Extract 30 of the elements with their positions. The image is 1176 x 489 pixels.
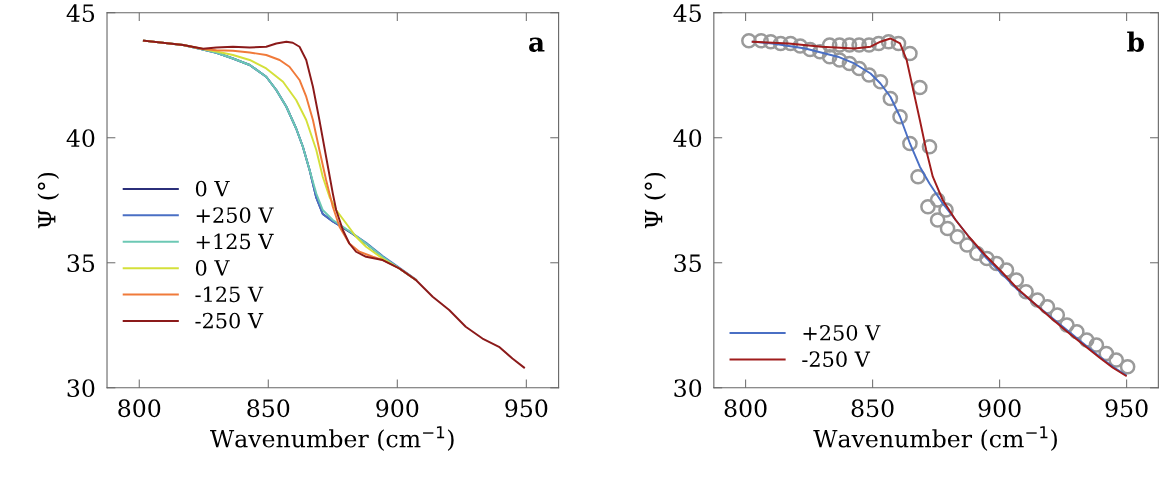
x-tick-label: 850	[247, 399, 290, 418]
x-tick-label: 800	[724, 399, 767, 418]
x-axis-title: Wavenumber (cm$^{−1}$)	[210, 426, 454, 451]
y-tick-label: 30	[674, 379, 702, 398]
y-axis-title: Ψ (°)	[644, 172, 666, 229]
legend-label: -250 V	[195, 312, 264, 329]
legend-label: -250 V	[802, 351, 871, 368]
y-tick-label: 40	[673, 129, 702, 148]
annotation: b	[1127, 31, 1144, 52]
x-tick-label: 850	[851, 399, 894, 418]
y-axis-title: Ψ (°)	[37, 172, 60, 229]
y-tick-label: 30	[67, 379, 95, 398]
y-tick-label: 40	[66, 129, 95, 148]
x-tick-label: 900	[978, 399, 1021, 418]
legend-label: +250 V	[196, 207, 274, 223]
x-tick-label: 800	[118, 399, 161, 418]
legend-label: -125 V	[195, 286, 264, 303]
legend-label: 0 V	[195, 260, 230, 276]
x-axis-title: Wavenumber (cm$^{−1}$)	[813, 426, 1057, 451]
y-tick-label: 35	[67, 254, 95, 273]
y-tick-label: 45	[673, 4, 701, 23]
annotation: a	[529, 37, 545, 52]
y-tick-label: 35	[674, 254, 701, 273]
x-tick-label: 950	[1105, 399, 1148, 418]
legend-label: +125 V	[196, 233, 274, 250]
legend-label: +250 V	[803, 324, 881, 341]
x-tick-label: 950	[505, 399, 548, 418]
x-tick-label: 900	[376, 399, 419, 418]
legend-label: 0 V	[195, 180, 230, 197]
y-tick-label: 45	[66, 4, 95, 23]
